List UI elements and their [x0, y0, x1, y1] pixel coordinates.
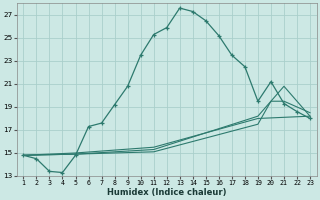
X-axis label: Humidex (Indice chaleur): Humidex (Indice chaleur)	[107, 188, 227, 197]
